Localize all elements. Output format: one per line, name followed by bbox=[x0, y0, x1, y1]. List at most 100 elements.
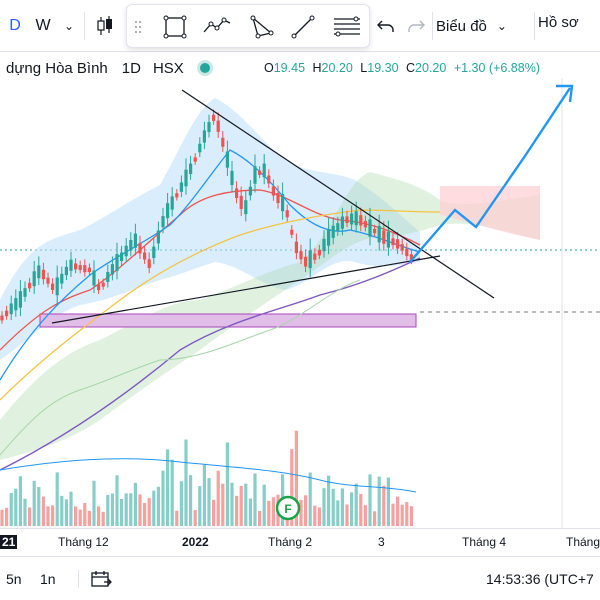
candle-body bbox=[317, 249, 321, 256]
volume-bar bbox=[221, 483, 225, 526]
time-axis[interactable]: 21 Tháng 12 2022 Tháng 2 3 Tháng 4 Tháng bbox=[0, 528, 600, 554]
symbol-name: dựng Hòa Bình bbox=[6, 59, 108, 77]
volume-bar bbox=[87, 510, 91, 526]
volume-series bbox=[0, 430, 413, 526]
volume-bar bbox=[368, 474, 372, 526]
candle-body bbox=[69, 259, 73, 271]
close-label: C bbox=[406, 61, 416, 75]
volume-bar bbox=[18, 476, 22, 526]
volume-bar bbox=[253, 473, 257, 526]
path-tool-icon[interactable] bbox=[201, 11, 233, 43]
candle-body bbox=[262, 163, 266, 178]
time-tick: 3 bbox=[378, 535, 385, 549]
candle-body bbox=[212, 114, 216, 121]
volume-bar bbox=[363, 505, 367, 526]
interval-w-button[interactable]: W bbox=[35, 17, 51, 34]
volume-bar bbox=[382, 485, 386, 526]
candlestick-icon[interactable] bbox=[94, 14, 116, 38]
time-tick: 2022 bbox=[182, 535, 209, 549]
resistance-trendline[interactable] bbox=[181, 89, 495, 299]
open-value: 19.45 bbox=[273, 61, 306, 75]
support-trendline[interactable] bbox=[51, 255, 441, 324]
volume-bar bbox=[322, 488, 326, 526]
drag-handle-icon[interactable] bbox=[131, 11, 145, 43]
range-5n-button[interactable]: 5n bbox=[6, 571, 22, 587]
toolbar-divider bbox=[84, 12, 85, 40]
candle-body bbox=[175, 193, 179, 198]
triangle-tool-icon[interactable] bbox=[245, 11, 277, 43]
candle-body bbox=[202, 130, 206, 143]
support-zone-rectangle[interactable] bbox=[39, 313, 417, 328]
volume-bar bbox=[32, 480, 36, 526]
candle-body bbox=[74, 263, 78, 270]
profile-menu[interactable]: Hồ sơ bbox=[538, 14, 579, 31]
volume-bar bbox=[189, 475, 193, 526]
candle-body bbox=[9, 303, 13, 315]
candle-body bbox=[83, 265, 87, 273]
financial-event-marker-icon[interactable] bbox=[275, 495, 301, 521]
fib-retracement-tool-icon[interactable] bbox=[331, 11, 363, 43]
candle-body bbox=[359, 215, 363, 226]
candle-body bbox=[409, 254, 413, 261]
volume-bar bbox=[83, 502, 87, 526]
trendline-tool-icon[interactable] bbox=[287, 11, 319, 43]
volume-bar bbox=[331, 488, 335, 526]
volume-bar bbox=[92, 480, 96, 526]
candle-body bbox=[161, 216, 165, 228]
candle-body bbox=[124, 245, 128, 257]
candle-body bbox=[152, 246, 156, 259]
volume-bar bbox=[340, 488, 344, 526]
candle-body bbox=[308, 250, 312, 269]
volume-bar bbox=[74, 506, 78, 526]
top-toolbar: D W ⌄ bbox=[0, 0, 600, 52]
rectangle-tool-icon[interactable] bbox=[159, 11, 191, 43]
candle-body bbox=[133, 233, 137, 248]
price-chart-canvas[interactable]: F bbox=[0, 78, 600, 530]
candle-body bbox=[363, 220, 367, 228]
volume-bar bbox=[55, 472, 59, 526]
ichimoku-lagging-line bbox=[0, 279, 361, 456]
candle-body bbox=[350, 213, 354, 225]
volume-bar bbox=[391, 503, 395, 526]
toolbar-divider bbox=[432, 12, 433, 40]
candle-body bbox=[166, 203, 170, 219]
projection-path[interactable] bbox=[409, 87, 572, 263]
volume-bar bbox=[317, 507, 321, 526]
volume-bar bbox=[386, 477, 390, 526]
volume-bar bbox=[179, 481, 183, 526]
volume-bar bbox=[0, 509, 4, 526]
candle-body bbox=[28, 282, 32, 289]
volume-bar bbox=[124, 493, 128, 526]
volume-bar bbox=[290, 449, 294, 526]
symbol-legend[interactable]: dựng Hòa Bình 1D HSX bbox=[6, 58, 228, 78]
interval-d-button[interactable]: D bbox=[9, 17, 21, 34]
candle-body bbox=[78, 265, 82, 270]
candle-body bbox=[327, 228, 331, 246]
volume-ma-line bbox=[0, 458, 417, 493]
range-1n-button[interactable]: 1n bbox=[40, 571, 56, 587]
candle-body bbox=[60, 273, 64, 284]
candle-body bbox=[248, 186, 252, 196]
clock-timezone[interactable]: 14:53:36 (UTC+7 bbox=[486, 571, 594, 587]
legend-interval: 1D bbox=[121, 59, 141, 77]
undo-icon[interactable] bbox=[376, 14, 396, 38]
candle-body bbox=[193, 157, 197, 162]
candle-body bbox=[368, 219, 372, 237]
time-tick: 21 bbox=[0, 535, 18, 549]
volume-bar bbox=[313, 505, 317, 526]
volume-bar bbox=[198, 486, 202, 526]
candle-body bbox=[170, 196, 174, 210]
volume-bar bbox=[248, 498, 252, 526]
date-range-calendar-icon[interactable] bbox=[90, 569, 112, 592]
open-label: O bbox=[264, 61, 274, 75]
candle-body bbox=[336, 223, 340, 232]
interval-dropdown-chevron-icon[interactable]: ⌄ bbox=[63, 19, 75, 33]
volume-bar bbox=[262, 484, 266, 526]
volume-bar bbox=[51, 505, 55, 526]
volume-bar bbox=[152, 490, 156, 526]
volume-bar bbox=[377, 476, 381, 526]
redo-icon[interactable] bbox=[406, 14, 426, 38]
volume-bar bbox=[166, 449, 170, 526]
chart-type-dropdown[interactable]: Biểu đồ ⌄ bbox=[436, 14, 507, 38]
volume-bar bbox=[400, 504, 404, 526]
